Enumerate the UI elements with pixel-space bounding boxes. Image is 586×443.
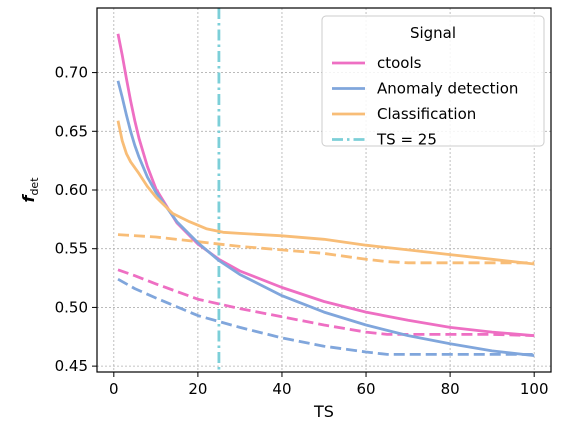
x-axis-label: TS xyxy=(313,402,334,421)
plot-frame xyxy=(96,7,552,373)
legend-title: Signal xyxy=(410,24,456,42)
series-layer xyxy=(116,8,535,372)
x-tick-label: 0 xyxy=(109,380,119,398)
ticks: 0 20 40 60 80 100 0.45 0.50 0.55 0.60 0.65 0.70 xyxy=(55,64,549,398)
y-axis-label-main: f xyxy=(19,194,38,203)
y-tick-label: 0.65 xyxy=(55,122,88,140)
series-5-dashed-line xyxy=(117,233,535,265)
legend-label: Classification xyxy=(377,105,476,123)
y-tick-label: 0.50 xyxy=(55,298,88,316)
anomaly-detection-solid-line xyxy=(116,80,535,357)
legend-label: Anomaly detection xyxy=(377,80,518,98)
legend-box xyxy=(321,15,545,147)
x-tick-label: 100 xyxy=(520,380,549,398)
y-tick-label: 0.60 xyxy=(55,181,88,199)
x-tick-label: 40 xyxy=(272,380,291,398)
series-4-dashed-line xyxy=(117,277,535,356)
legend: Signal ctools Anomaly detection Classificat… xyxy=(321,15,545,149)
series-3-dashed-line xyxy=(117,268,535,337)
y-tick-label: 0.45 xyxy=(55,357,88,375)
legend-label: TS = 25 xyxy=(376,131,437,149)
classification-solid-line xyxy=(116,120,535,266)
x-tick-label: 20 xyxy=(188,380,207,398)
x-tick-label: 60 xyxy=(356,380,375,398)
y-tick-label: 0.55 xyxy=(55,240,88,258)
legend-label: ctools xyxy=(377,54,422,72)
y-axis-label: fdet xyxy=(19,177,41,203)
x-tick-label: 80 xyxy=(441,380,460,398)
y-tick-label: 0.70 xyxy=(55,64,88,82)
y-axis-label-subscript: det xyxy=(28,177,41,196)
